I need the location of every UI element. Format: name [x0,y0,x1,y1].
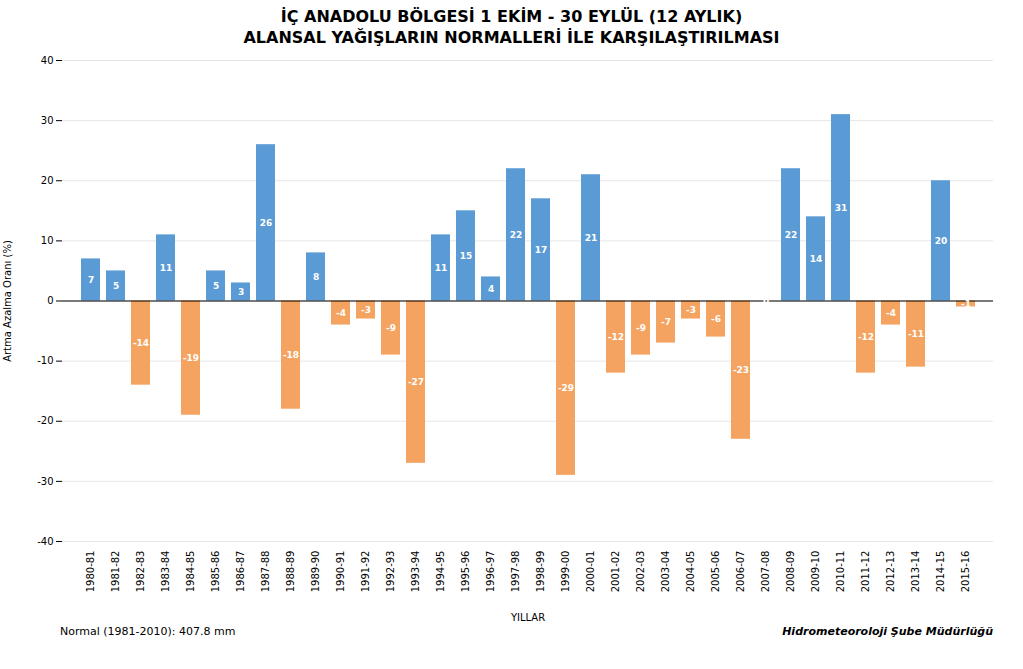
svg-text:2005-06: 2005-06 [710,551,721,593]
svg-text:2014-15: 2014-15 [935,551,946,593]
svg-text:5: 5 [213,281,219,291]
svg-text:1994-95: 1994-95 [435,551,446,593]
svg-text:20: 20 [41,175,54,186]
svg-text:-14: -14 [133,338,149,348]
svg-text:1996-97: 1996-97 [485,551,496,593]
svg-text:15: 15 [460,251,473,261]
svg-text:2015-16: 2015-16 [960,551,971,593]
svg-text:-3: -3 [361,305,371,315]
svg-text:1993-94: 1993-94 [410,551,421,593]
svg-text:31: 31 [835,203,848,213]
svg-text:1980-81: 1980-81 [85,551,96,593]
svg-text:-7: -7 [661,317,671,327]
svg-text:2007-08: 2007-08 [760,551,771,593]
html-text:ALANSAL YAĞIŞLARIN NORMALLERİ: ALANSAL YAĞIŞLARIN NORMALLERİ İLE KARŞIL… [243,28,780,47]
svg-text:-12: -12 [608,332,624,342]
svg-text:2004-05: 2004-05 [685,551,696,593]
svg-text:21: 21 [585,233,598,243]
svg-text:2013-14: 2013-14 [910,551,921,593]
svg-text:2009-10: 2009-10 [810,551,821,593]
svg-text:0: 0 [47,295,53,306]
svg-text:1987-88: 1987-88 [260,551,271,593]
svg-text:11: 11 [435,263,448,273]
svg-text:10: 10 [41,235,54,246]
svg-text:7: 7 [88,275,94,285]
svg-text:-11: -11 [908,329,924,339]
svg-text:-29: -29 [558,383,574,393]
svg-text:2001-02: 2001-02 [610,551,621,593]
svg-text:-6: -6 [711,314,721,324]
svg-text:-4: -4 [886,308,896,318]
html-text:İÇ ANADOLU BÖLGESİ 1 EKİM - 30: İÇ ANADOLU BÖLGESİ 1 EKİM - 30 EYLÜL (12… [280,7,743,26]
svg-text:1990-91: 1990-91 [335,551,346,593]
svg-text:3: 3 [238,287,244,297]
svg-text:22: 22 [785,230,798,240]
svg-text:20: 20 [935,236,948,246]
svg-text:1986-87: 1986-87 [235,551,246,593]
svg-text:-9: -9 [636,323,646,333]
svg-text:YILLAR: YILLAR [510,612,545,623]
svg-text:1988-89: 1988-89 [285,551,296,593]
svg-text:22: 22 [510,230,523,240]
svg-text:4: 4 [488,284,494,294]
svg-text:1995-96: 1995-96 [460,551,471,593]
html-text:Hidrometeoroloji Şube Müdürlüğ: Hidrometeoroloji Şube Müdürlüğü [782,625,993,638]
svg-text:40: 40 [41,55,54,66]
svg-text:1992-93: 1992-93 [385,551,396,593]
svg-text:1998-99: 1998-99 [535,551,546,593]
svg-text:8: 8 [313,272,319,282]
svg-text:1997-98: 1997-98 [510,551,521,593]
svg-text:1989-90: 1989-90 [310,551,321,593]
svg-text:26: 26 [260,218,273,228]
svg-text:-19: -19 [183,353,199,363]
svg-text:2011-12: 2011-12 [860,551,871,593]
svg-text:2010-11: 2010-11 [835,551,846,593]
svg-text:2003-04: 2003-04 [660,551,671,593]
svg-text:-27: -27 [408,377,424,387]
svg-text:-3: -3 [686,305,696,315]
svg-text:-30: -30 [37,476,53,487]
svg-text:2006-07: 2006-07 [735,551,746,593]
html-text:Normal (1981-2010): 407.8 mm: Normal (1981-2010): 407.8 mm [60,625,236,638]
svg-text:1999-00: 1999-00 [560,551,571,593]
svg-text:2000-01: 2000-01 [585,551,596,593]
svg-text:2008-09: 2008-09 [785,551,796,593]
svg-text:-1: -1 [961,299,971,309]
svg-text:1983-84: 1983-84 [160,551,171,593]
svg-text:2002-03: 2002-03 [635,551,646,593]
svg-text:5: 5 [113,281,119,291]
svg-text:-9: -9 [386,323,396,333]
svg-text:-18: -18 [283,350,299,360]
svg-text:-4: -4 [336,308,346,318]
svg-text:14: 14 [810,254,823,264]
svg-text:2012-13: 2012-13 [885,551,896,593]
svg-text:-12: -12 [858,332,874,342]
svg-text:17: 17 [535,245,548,255]
svg-text:1982-83: 1982-83 [135,551,146,593]
svg-text:11: 11 [160,263,173,273]
svg-text:0: 0 [763,296,769,306]
svg-text:-23: -23 [733,365,749,375]
svg-text:-40: -40 [37,536,53,547]
svg-text:1984-85: 1984-85 [185,551,196,593]
svg-text:Artma Azalma Oranı (%): Artma Azalma Oranı (%) [2,240,13,362]
svg-text:1981-82: 1981-82 [110,551,121,593]
svg-text:-10: -10 [37,355,53,366]
svg-text:30: 30 [41,115,54,126]
svg-text:-20: -20 [37,415,53,426]
svg-text:1985-86: 1985-86 [210,551,221,593]
svg-text:1991-92: 1991-92 [360,551,371,593]
